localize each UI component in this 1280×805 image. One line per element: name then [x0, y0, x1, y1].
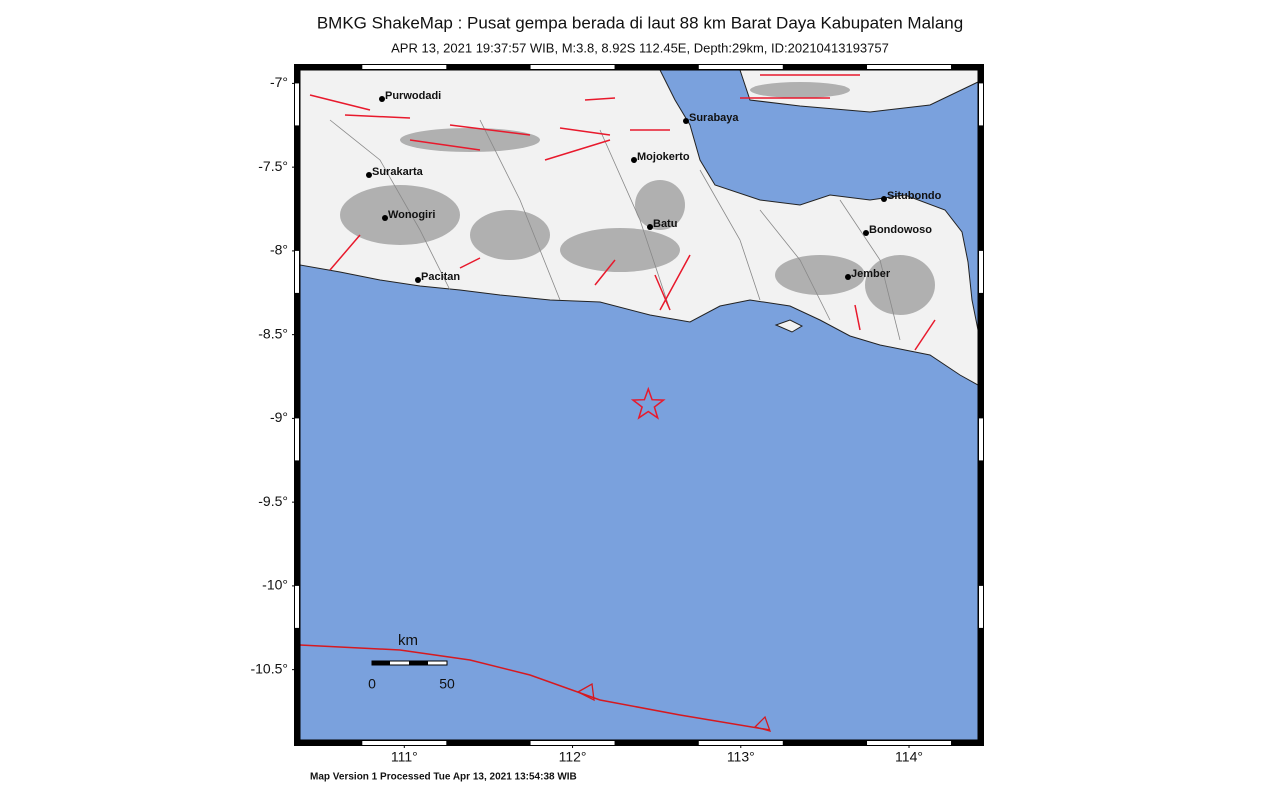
- city-label: Purwodadi: [385, 90, 441, 102]
- scale-bar: km 0 50: [368, 632, 455, 692]
- frame-gap: [530, 741, 615, 745]
- frame-gap: [979, 418, 983, 461]
- scale-bar-seg: [372, 661, 390, 665]
- lon-tick-label: 111°: [391, 749, 418, 765]
- city-label: Batu: [653, 218, 677, 230]
- scale-unit: km: [398, 632, 418, 649]
- city-dot: [631, 157, 637, 163]
- lon-tick-label: 114°: [895, 749, 923, 765]
- lat-tick-label: -7°: [270, 74, 288, 90]
- city-dot: [415, 277, 421, 283]
- frame-bar: [294, 64, 300, 746]
- city-label: Situbondo: [887, 190, 942, 202]
- frame-gap: [979, 250, 983, 293]
- frame-gap: [867, 65, 952, 69]
- scale-label: 50: [439, 676, 455, 692]
- city-dot: [379, 96, 385, 102]
- city-label: Wonogiri: [388, 209, 435, 221]
- city-label: Surakarta: [372, 166, 424, 178]
- small-island: [774, 319, 804, 333]
- lat-tick-label: -7.5°: [258, 158, 288, 174]
- frame-gap: [698, 65, 783, 69]
- city-dot: [845, 274, 851, 280]
- footer: Map Version 1 Processed Tue Apr 13, 2021…: [310, 772, 577, 783]
- admin-borders: [329, 119, 901, 341]
- map-frame: [292, 64, 984, 748]
- frame-gap: [867, 741, 952, 745]
- faults: [309, 74, 936, 351]
- city-label: Pacitan: [421, 271, 460, 283]
- city-label: Bondowoso: [869, 224, 932, 236]
- scale-label: 0: [368, 676, 376, 692]
- subtitle: APR 13, 2021 19:37:57 WIB, M:3.8, 8.92S …: [391, 40, 889, 55]
- lon-tick-label: 113°: [727, 749, 755, 765]
- city-dot: [382, 215, 388, 221]
- frame-gap: [530, 65, 615, 69]
- frame-gap: [295, 83, 299, 126]
- frame-gap: [362, 65, 447, 69]
- title: BMKG ShakeMap : Pusat gempa berada di la…: [317, 13, 963, 32]
- city-dot: [881, 196, 887, 202]
- trench-triangles: [576, 682, 772, 732]
- frame-gap: [295, 250, 299, 293]
- city-dot: [366, 172, 372, 178]
- frame-gap: [698, 741, 783, 745]
- subduction-trench: [299, 644, 771, 731]
- city-label: Surabaya: [689, 112, 739, 124]
- epicenter: [630, 386, 666, 420]
- lat-tick-label: -9.5°: [258, 493, 288, 509]
- lon-tick-label: 112°: [559, 749, 587, 765]
- city-label: Jember: [851, 268, 891, 280]
- city-label: Mojokerto: [637, 151, 690, 163]
- frame-gap: [979, 83, 983, 126]
- frame-gap: [362, 741, 447, 745]
- frame-bar: [294, 740, 984, 746]
- lat-tick-label: -10°: [262, 577, 288, 593]
- city-dot: [647, 224, 653, 230]
- frame-gap: [979, 585, 983, 628]
- frame-bar: [294, 64, 984, 70]
- frame-gap: [295, 418, 299, 461]
- lat-tick-label: -9°: [270, 409, 288, 425]
- lat-tick-label: -10.5°: [250, 660, 288, 676]
- city-dot: [683, 118, 689, 124]
- lat-tick-label: -8.5°: [258, 325, 288, 341]
- frame-gap: [295, 585, 299, 628]
- lat-tick-label: -8°: [270, 242, 288, 258]
- city-dot: [863, 230, 869, 236]
- frame-bar: [978, 64, 984, 746]
- scale-bar-seg: [409, 661, 428, 665]
